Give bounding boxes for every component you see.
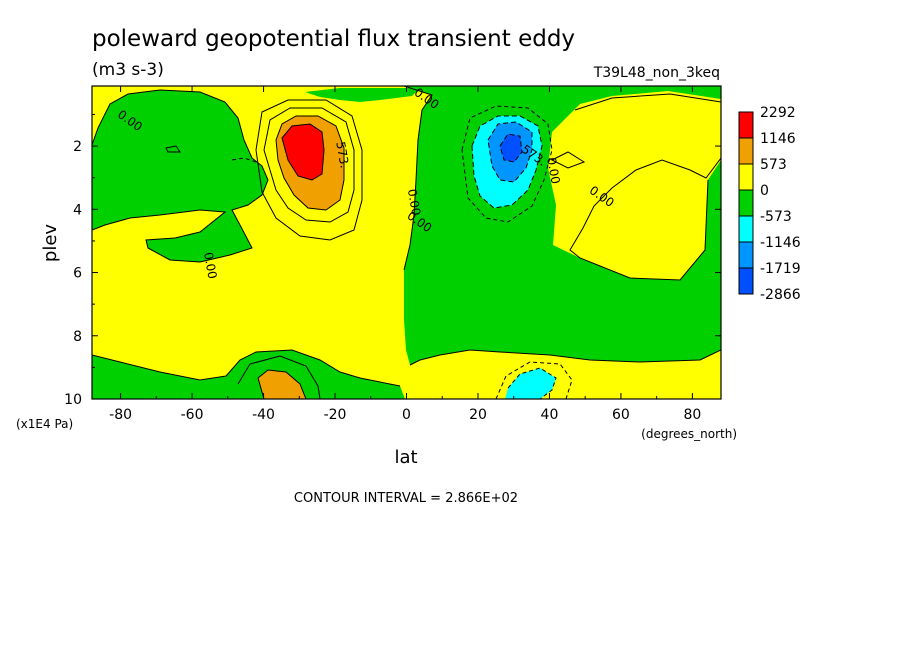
colorbar-swatch [738,111,754,139]
colorbar-legend: 2292 1146 573 0 -573 -1146 -1719 -2866 [738,105,801,303]
chart-title: poleward geopotential flux transient edd… [92,26,575,52]
region-neg-sh [92,90,268,262]
colorbar-label: -1719 [760,261,801,277]
contour-label: 573. [333,140,351,169]
y-axis-label: plev [40,224,61,263]
y-axis-unit: (x1E4 Pa) [16,417,73,431]
x-axis: -80 -60 -40 -20 0 20 40 60 80 [109,86,701,423]
colorbar-label: -573 [760,209,792,225]
colorbar-label: 1146 [760,131,796,147]
y-tick-label: 8 [73,329,82,345]
x-tick-label: -20 [324,407,347,423]
x-tick-label: 80 [683,407,701,423]
x-tick-label: 20 [469,407,487,423]
y-axis: 2 4 6 8 10 [64,113,721,408]
contour-label: 0.00 [201,251,219,280]
region-neg-sh-bottom [92,350,405,399]
x-axis-label: lat [394,447,417,468]
y-tick-label: 6 [73,266,82,282]
colorbar-label: 0 [760,183,769,199]
x-tick-label: -60 [181,407,204,423]
colorbar-swatch [738,137,754,165]
x-tick-label: 40 [541,407,559,423]
region-neg2-bottom [505,368,556,399]
colorbar-label: -1146 [760,235,801,251]
x-tick-label: 0 [402,407,411,423]
colorbar-swatch [738,215,754,243]
region-neg-top [305,88,420,102]
x-axis-unit: (degrees_north) [641,427,737,441]
region-pos2-bottom [258,370,306,399]
contour-interval: CONTOUR INTERVAL = 2.866E+02 [294,491,518,506]
x-tick-label: -80 [109,407,132,423]
colorbar-swatch [738,241,754,269]
region-neg4-nh [500,134,522,162]
y-tick-label: 4 [73,202,82,218]
colorbar-label: 2292 [760,105,796,121]
region-pos3-sh [282,124,324,180]
region-pos-nh-high [555,94,721,250]
y-tick-label: 2 [73,139,82,155]
y-tick-label: 10 [64,392,82,408]
contour-label: 0.00 [405,188,423,217]
colorbar-swatch [738,163,754,191]
contour-label: 0.00 [544,156,562,185]
colorbar-label: 573 [760,157,787,173]
colorbar-label: -2866 [760,287,801,303]
chart-units: (m3 s-3) [92,60,164,80]
run-label: T39L48_non_3keq [593,65,720,81]
x-tick-label: 60 [612,407,630,423]
colorbar-swatch [738,267,754,295]
x-tick-label: -40 [252,407,275,423]
contour-lines [92,86,721,399]
colorbar-swatch [738,189,754,217]
